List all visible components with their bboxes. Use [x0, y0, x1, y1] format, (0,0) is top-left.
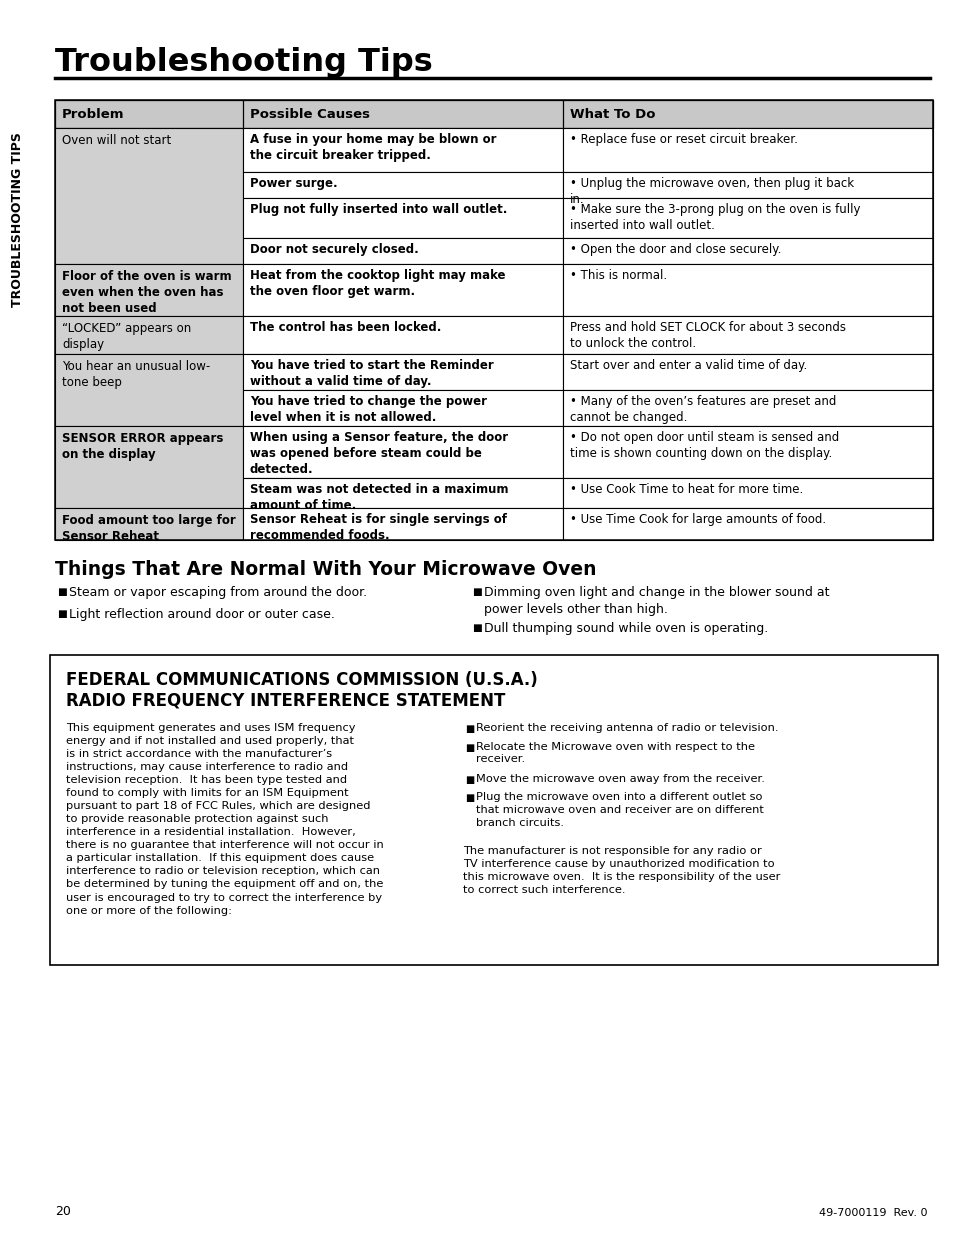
Text: Light reflection around door or outer case.: Light reflection around door or outer ca… — [69, 608, 335, 621]
Text: What To Do: What To Do — [569, 107, 655, 121]
Bar — [243, 354, 562, 390]
Text: ■: ■ — [57, 609, 67, 619]
Bar — [243, 128, 562, 172]
Text: This equipment generates and uses ISM frequency
energy and if not installed and : This equipment generates and uses ISM fr… — [66, 722, 383, 915]
Text: Sensor Reheat is for single servings of
recommended foods.: Sensor Reheat is for single servings of … — [250, 513, 506, 542]
Bar — [562, 390, 932, 426]
Text: Problem: Problem — [62, 107, 125, 121]
Text: Plug not fully inserted into wall outlet.: Plug not fully inserted into wall outlet… — [250, 203, 507, 216]
Text: • This is normal.: • This is normal. — [569, 269, 666, 282]
Text: Troubleshooting Tips: Troubleshooting Tips — [55, 47, 433, 78]
Text: Door not securely closed.: Door not securely closed. — [250, 243, 418, 256]
Text: “LOCKED” appears on
display: “LOCKED” appears on display — [62, 322, 191, 351]
Bar — [55, 508, 243, 540]
Bar — [243, 390, 562, 426]
Text: Steam or vapor escaping from around the door.: Steam or vapor escaping from around the … — [69, 585, 367, 599]
Text: You have tried to change the power
level when it is not allowed.: You have tried to change the power level… — [250, 395, 486, 424]
Text: • Replace fuse or reset circuit breaker.: • Replace fuse or reset circuit breaker. — [569, 133, 797, 146]
Bar — [562, 198, 932, 238]
Bar — [243, 238, 562, 264]
Text: ■: ■ — [472, 587, 481, 597]
Text: Move the microwave oven away from the receiver.: Move the microwave oven away from the re… — [476, 773, 764, 783]
Text: Power surge.: Power surge. — [250, 177, 337, 190]
Text: • Use Cook Time to heat for more time.: • Use Cook Time to heat for more time. — [569, 483, 802, 496]
Bar — [243, 198, 562, 238]
Bar — [243, 264, 562, 316]
Text: • Use Time Cook for large amounts of food.: • Use Time Cook for large amounts of foo… — [569, 513, 825, 526]
Text: Press and hold SET CLOCK for about 3 seconds
to unlock the control.: Press and hold SET CLOCK for about 3 sec… — [569, 321, 845, 350]
Text: Heat from the cooktop light may make
the oven floor get warm.: Heat from the cooktop light may make the… — [250, 269, 505, 298]
Bar — [243, 172, 562, 198]
Bar — [55, 264, 243, 316]
Text: ■: ■ — [464, 742, 474, 752]
Bar — [562, 426, 932, 478]
Bar — [562, 238, 932, 264]
Bar — [243, 478, 562, 508]
Text: Start over and enter a valid time of day.: Start over and enter a valid time of day… — [569, 359, 806, 372]
Text: The manufacturer is not responsible for any radio or
TV interference cause by un: The manufacturer is not responsible for … — [462, 846, 780, 894]
Bar — [55, 354, 243, 426]
Bar — [243, 508, 562, 540]
Text: Dull thumping sound while oven is operating.: Dull thumping sound while oven is operat… — [483, 622, 767, 635]
Text: • Make sure the 3-prong plug on the oven is fully
inserted into wall outlet.: • Make sure the 3-prong plug on the oven… — [569, 203, 860, 232]
Text: 49-7000119  Rev. 0: 49-7000119 Rev. 0 — [819, 1208, 927, 1218]
Text: When using a Sensor feature, the door
was opened before steam could be
detected.: When using a Sensor feature, the door wa… — [250, 431, 508, 475]
Text: RADIO FREQUENCY INTERFERENCE STATEMENT: RADIO FREQUENCY INTERFERENCE STATEMENT — [66, 692, 505, 709]
Text: Relocate the Microwave oven with respect to the
receiver.: Relocate the Microwave oven with respect… — [476, 741, 754, 764]
Text: Reorient the receiving antenna of radio or television.: Reorient the receiving antenna of radio … — [476, 722, 778, 734]
Text: ■: ■ — [464, 724, 474, 734]
Text: • Do not open door until steam is sensed and
time is shown counting down on the : • Do not open door until steam is sensed… — [569, 431, 839, 459]
Bar — [55, 100, 932, 540]
Text: ■: ■ — [464, 793, 474, 803]
Bar — [243, 426, 562, 478]
Bar — [50, 655, 937, 965]
Text: FEDERAL COMMUNICATIONS COMMISSION (U.S.A.): FEDERAL COMMUNICATIONS COMMISSION (U.S.A… — [66, 671, 537, 689]
Bar — [243, 316, 562, 354]
Text: Plug the microwave oven into a different outlet so
that microwave oven and recei: Plug the microwave oven into a different… — [476, 792, 763, 827]
Bar — [562, 172, 932, 198]
Text: Steam was not detected in a maximum
amount of time.: Steam was not detected in a maximum amou… — [250, 483, 508, 513]
Text: ■: ■ — [464, 774, 474, 784]
Text: You hear an unusual low-
tone beep: You hear an unusual low- tone beep — [62, 359, 210, 389]
Text: • Unplug the microwave oven, then plug it back
in.: • Unplug the microwave oven, then plug i… — [569, 177, 853, 206]
Text: Possible Causes: Possible Causes — [250, 107, 370, 121]
Text: ■: ■ — [57, 587, 67, 597]
Bar — [562, 354, 932, 390]
Text: Oven will not start: Oven will not start — [62, 135, 172, 147]
Text: Food amount too large for
Sensor Reheat: Food amount too large for Sensor Reheat — [62, 514, 235, 543]
Bar — [562, 478, 932, 508]
Text: Floor of the oven is warm
even when the oven has
not been used: Floor of the oven is warm even when the … — [62, 270, 232, 315]
Text: A fuse in your home may be blown or
the circuit breaker tripped.: A fuse in your home may be blown or the … — [250, 133, 496, 162]
Bar — [55, 128, 243, 264]
Text: You have tried to start the Reminder
without a valid time of day.: You have tried to start the Reminder wit… — [250, 359, 494, 388]
Text: • Open the door and close securely.: • Open the door and close securely. — [569, 243, 781, 256]
Bar — [562, 316, 932, 354]
Text: Dimming oven light and change in the blower sound at
power levels other than hig: Dimming oven light and change in the blo… — [483, 585, 828, 615]
Text: TROUBLESHOOTING TIPS: TROUBLESHOOTING TIPS — [11, 132, 25, 308]
Text: SENSOR ERROR appears
on the display: SENSOR ERROR appears on the display — [62, 432, 223, 461]
Text: Things That Are Normal With Your Microwave Oven: Things That Are Normal With Your Microwa… — [55, 559, 596, 579]
Bar — [562, 508, 932, 540]
Bar — [562, 128, 932, 172]
Bar — [562, 264, 932, 316]
Text: ■: ■ — [472, 622, 481, 634]
Text: • Many of the oven’s features are preset and
cannot be changed.: • Many of the oven’s features are preset… — [569, 395, 836, 424]
Bar — [55, 316, 243, 354]
Bar — [55, 426, 243, 508]
Bar — [55, 100, 932, 128]
Text: The control has been locked.: The control has been locked. — [250, 321, 441, 333]
Text: 20: 20 — [55, 1205, 71, 1218]
